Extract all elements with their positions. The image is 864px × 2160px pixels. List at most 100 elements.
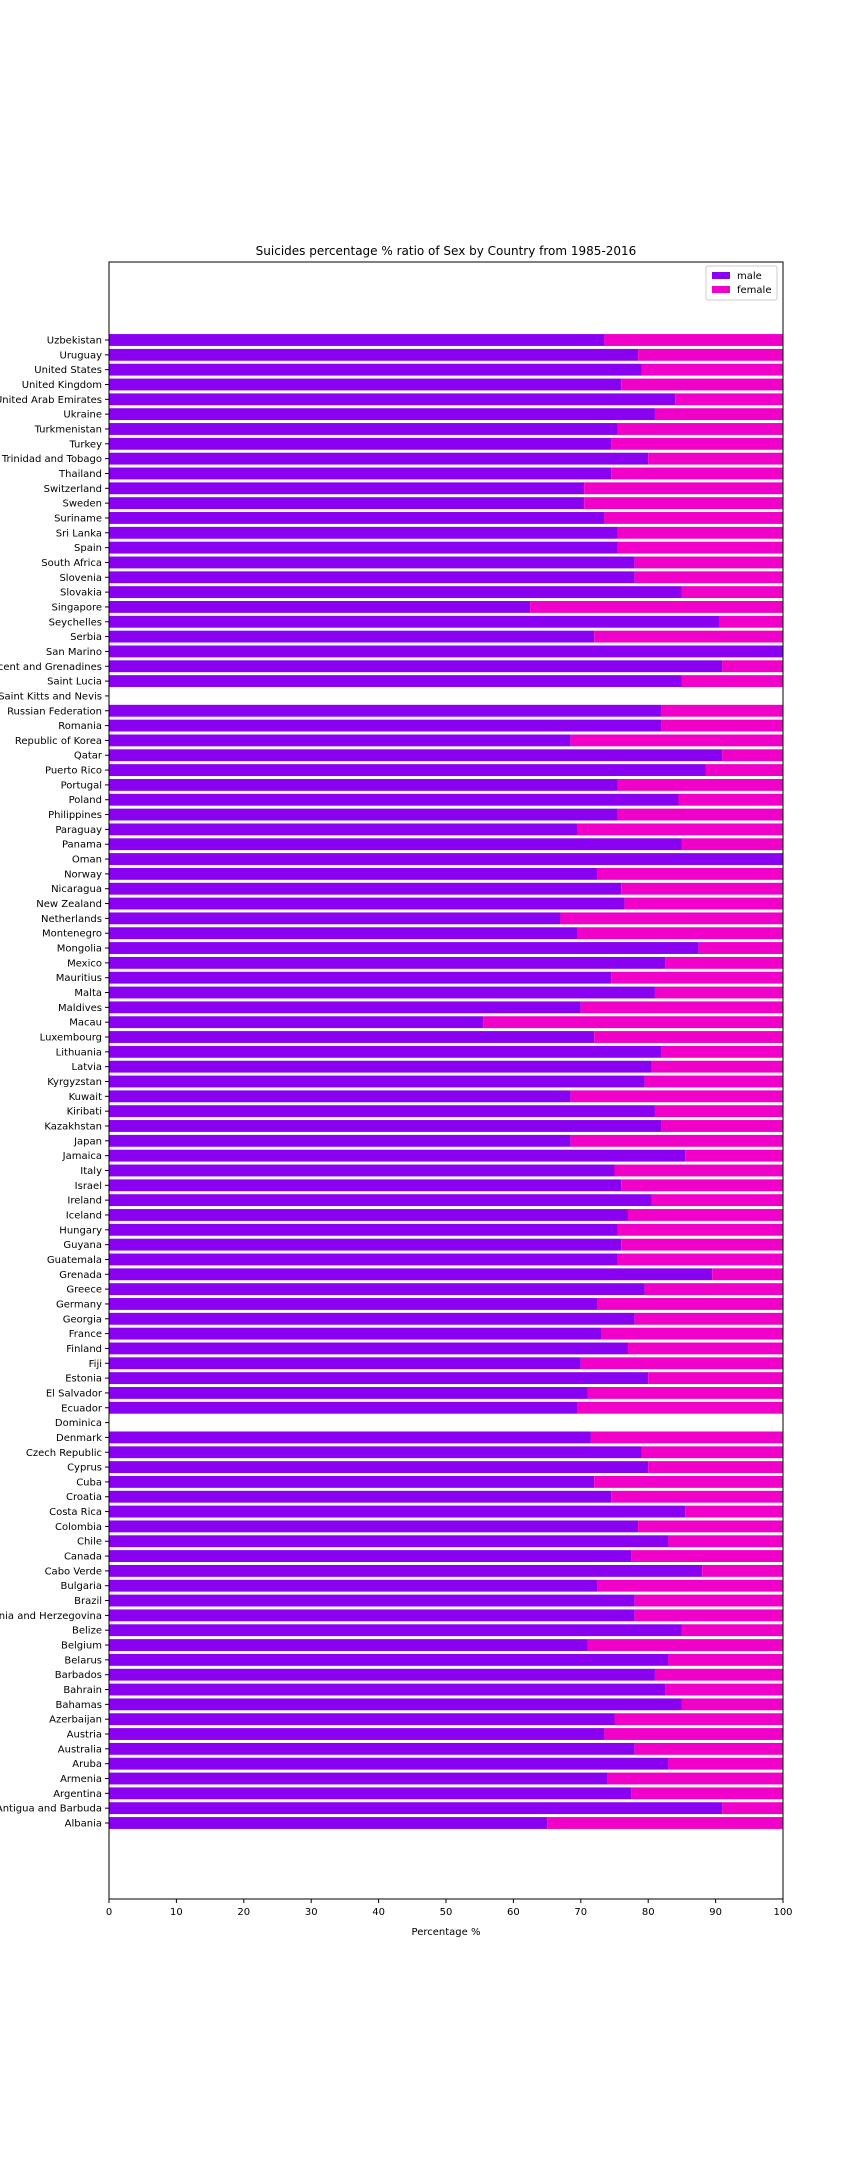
bar-male (109, 1342, 628, 1355)
x-tick-label: 30 (305, 1907, 318, 1918)
bar-male (109, 793, 679, 806)
bar-male (109, 1520, 639, 1533)
bar-female (651, 1060, 783, 1073)
bar-male (109, 1594, 635, 1607)
bar-female (644, 1075, 783, 1088)
bar-female (651, 1194, 783, 1207)
y-tick-label: Saint Lucia (47, 677, 102, 688)
bar-male (109, 1401, 578, 1414)
bar-male (109, 1075, 645, 1088)
y-tick-label: Macau (69, 1018, 102, 1029)
bar-female (698, 942, 783, 954)
bar-male (109, 1090, 571, 1103)
y-tick-label: Belize (72, 1626, 102, 1637)
y-tick-label: Philippines (48, 810, 102, 821)
bar-female (617, 778, 783, 791)
y-tick-label: Barbados (55, 1670, 102, 1681)
x-tick-label: 100 (773, 1907, 792, 1918)
bar-male (109, 1372, 649, 1385)
bar-male (109, 1461, 649, 1474)
bar-female (584, 482, 783, 495)
bar-female (570, 1090, 783, 1103)
y-tick-label: Aruba (72, 1759, 102, 1770)
bar-female (644, 1283, 783, 1296)
bar-male (109, 1223, 618, 1236)
y-tick-label: Seychelles (49, 617, 102, 628)
bar-female (668, 1653, 783, 1666)
y-tick-label: Iceland (66, 1210, 102, 1221)
bar-female (617, 423, 783, 435)
y-tick-label: Mongolia (57, 944, 102, 955)
y-tick-label: Ireland (67, 1196, 102, 1207)
bar-female (685, 1149, 783, 1162)
bar-male (109, 1327, 602, 1340)
legend-label-female: female (737, 285, 771, 296)
bar-male (109, 1757, 669, 1770)
y-tick-label: Azerbaijan (49, 1715, 102, 1726)
bar-female (611, 971, 783, 984)
y-tick-label: Saint Vincent and Grenadines (0, 662, 102, 673)
bar-male (109, 423, 618, 435)
y-tick-label: Estonia (65, 1374, 102, 1385)
bar-male (109, 1179, 622, 1192)
y-tick-label: Slovakia (60, 588, 102, 599)
bar-female (621, 378, 783, 391)
bar-female (634, 1594, 783, 1607)
bar-male (109, 675, 682, 688)
y-tick-label: Georgia (63, 1314, 102, 1325)
bar-female (654, 408, 783, 421)
y-tick-label: Croatia (66, 1492, 102, 1503)
bar-female (570, 1134, 783, 1147)
bar-male (109, 334, 605, 346)
bar-male (109, 912, 561, 925)
y-tick-label: United States (34, 365, 102, 376)
y-tick-label: Portugal (61, 780, 102, 791)
bar-female (577, 1401, 783, 1414)
bar-female (648, 1372, 783, 1385)
bar-male (109, 956, 666, 969)
y-tick-label: Greece (66, 1285, 102, 1296)
bar-male (109, 1505, 686, 1518)
bar-female (712, 1268, 783, 1281)
bar-female (705, 764, 783, 777)
y-tick-label: Australia (58, 1744, 102, 1755)
bar-female (685, 1505, 783, 1518)
bar-male (109, 512, 605, 524)
y-tick-label: San Marino (46, 647, 102, 658)
y-tick-label: Costa Rica (49, 1507, 102, 1518)
y-tick-label: France (69, 1329, 102, 1340)
bar-male (109, 764, 706, 777)
y-tick-label: Canada (64, 1552, 102, 1563)
bar-male (109, 1490, 612, 1503)
y-tick-label: Panama (62, 840, 102, 851)
x-tick-label: 60 (507, 1907, 520, 1918)
bar-female (614, 1713, 783, 1726)
bar-female (611, 467, 783, 480)
y-tick-label: Luxembourg (40, 1033, 102, 1044)
y-tick-label: Saint Kitts and Nevis (0, 691, 102, 702)
bar-male (109, 645, 783, 658)
bar-male (109, 437, 612, 450)
bar-female (577, 927, 783, 940)
bar-male (109, 749, 723, 762)
y-tick-label: Oman (72, 855, 102, 866)
chart-title: Suicides percentage % ratio of Sex by Co… (256, 244, 637, 258)
y-tick-label: Guyana (63, 1240, 102, 1251)
bar-male (109, 719, 662, 732)
bar-male (109, 1238, 622, 1251)
bar-male (109, 1357, 581, 1370)
bar-male (109, 482, 585, 495)
bar-female (661, 719, 783, 732)
bar-male (109, 393, 676, 406)
y-tick-label: Fiji (89, 1359, 102, 1370)
bar-female (587, 1386, 783, 1399)
y-tick-label: Mexico (67, 958, 102, 969)
bar-male (109, 1564, 703, 1577)
bar-male (109, 1120, 662, 1132)
bar-female (570, 734, 783, 747)
bar-female (661, 1045, 783, 1058)
bar-male (109, 1031, 595, 1043)
bar-male (109, 363, 642, 376)
bar-female (627, 1342, 783, 1355)
y-axis: Albania Antigua and Barbuda Argentina Armen… (0, 336, 109, 1830)
